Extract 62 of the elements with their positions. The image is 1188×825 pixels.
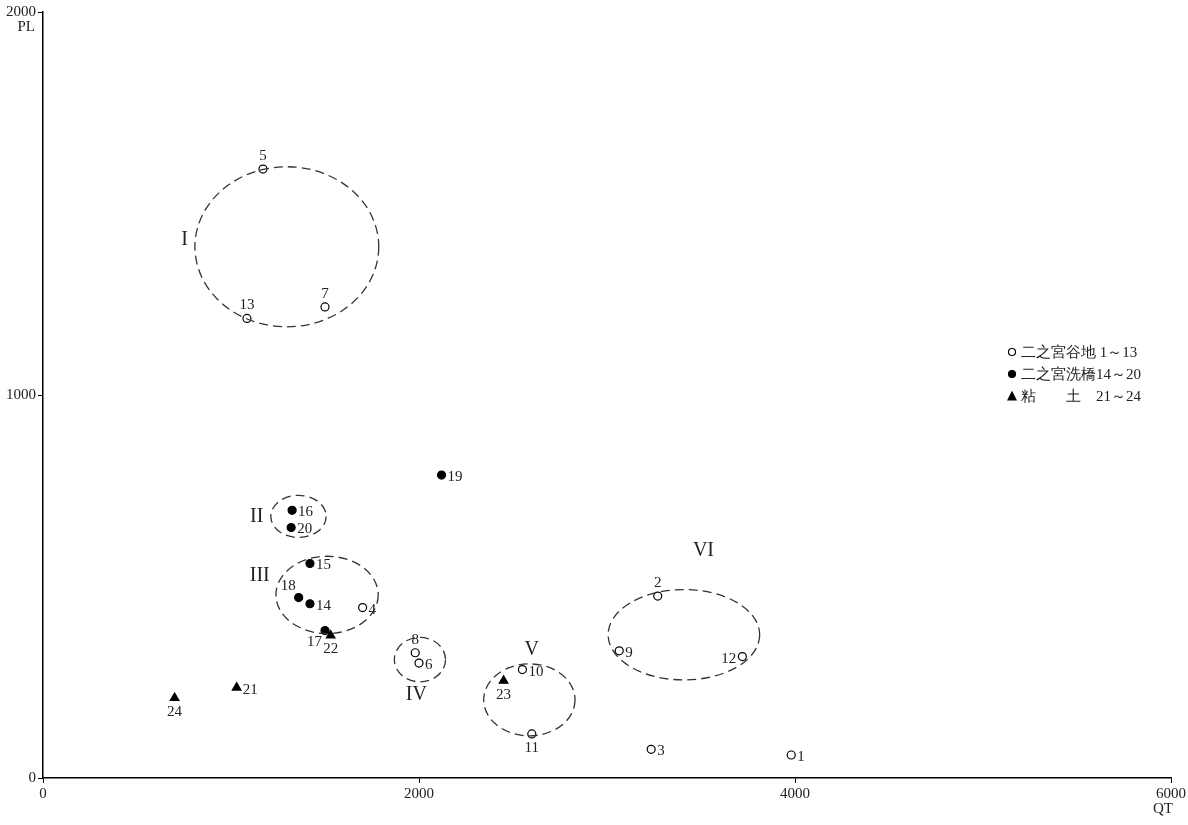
point [287, 505, 297, 515]
annotation: 16 [298, 503, 314, 520]
point [325, 629, 336, 639]
x-tick-label: 0 [39, 784, 47, 801]
point [358, 602, 368, 613]
y-tick-label: 0 [28, 768, 36, 785]
point [414, 658, 424, 668]
annotation: 11 [524, 738, 540, 755]
point [305, 558, 315, 569]
point [410, 648, 420, 658]
annotation: IV [405, 682, 428, 705]
x-axis-title: QT [1153, 800, 1173, 817]
legend-label: 二之宮洗橋14～20 [1021, 365, 1141, 385]
annotation: 22 [323, 640, 339, 657]
x-tick-label: 2000 [404, 784, 434, 801]
annotation: 24 [167, 702, 183, 719]
annotation: 20 [297, 520, 313, 537]
point [498, 675, 509, 684]
point [646, 744, 656, 754]
y-tick-label: 2000 [6, 2, 36, 19]
annotation: 7 [321, 284, 330, 301]
point [436, 470, 447, 480]
annotation: 23 [496, 685, 512, 702]
annotation: 9 [625, 643, 633, 660]
point [320, 302, 330, 312]
point [653, 591, 663, 601]
annotation: 12 [721, 649, 737, 666]
annotation: 8 [411, 630, 419, 647]
legend-label: 二之宮谷地 1～13 [1021, 343, 1138, 363]
annotation: 2 [654, 574, 662, 591]
point [286, 522, 296, 533]
annotation: 6 [425, 656, 433, 673]
point [231, 682, 242, 691]
x-tick-label: 6000 [1156, 784, 1186, 801]
annotation: V [524, 636, 540, 659]
annotation: 21 [242, 680, 258, 697]
legend-label: 粘 土 21～24 [1021, 387, 1141, 407]
point [305, 599, 315, 609]
y-tick-label: 1000 [6, 385, 36, 402]
annotation: 13 [239, 296, 255, 313]
point [614, 646, 624, 656]
point [517, 665, 527, 675]
annotation: III [249, 562, 270, 585]
y-axis-title: PL [17, 18, 35, 35]
annotation: 5 [259, 146, 267, 163]
annotation: II [250, 504, 264, 527]
annotation: 4 [368, 600, 377, 617]
x-tick-label: 4000 [780, 784, 810, 801]
annotation: 15 [315, 556, 331, 573]
annotation: 1 [797, 747, 805, 764]
point [169, 692, 180, 702]
annotation: 10 [528, 662, 544, 679]
annotation: 14 [315, 596, 332, 613]
point [294, 593, 304, 603]
annotation: 19 [447, 467, 463, 484]
annotation: I [181, 226, 188, 249]
annotation: VI [692, 537, 714, 560]
annotation: 18 [280, 576, 296, 593]
point [786, 750, 796, 760]
annotation: 3 [657, 742, 665, 759]
point [737, 651, 747, 662]
annotation: 17 [307, 633, 323, 650]
